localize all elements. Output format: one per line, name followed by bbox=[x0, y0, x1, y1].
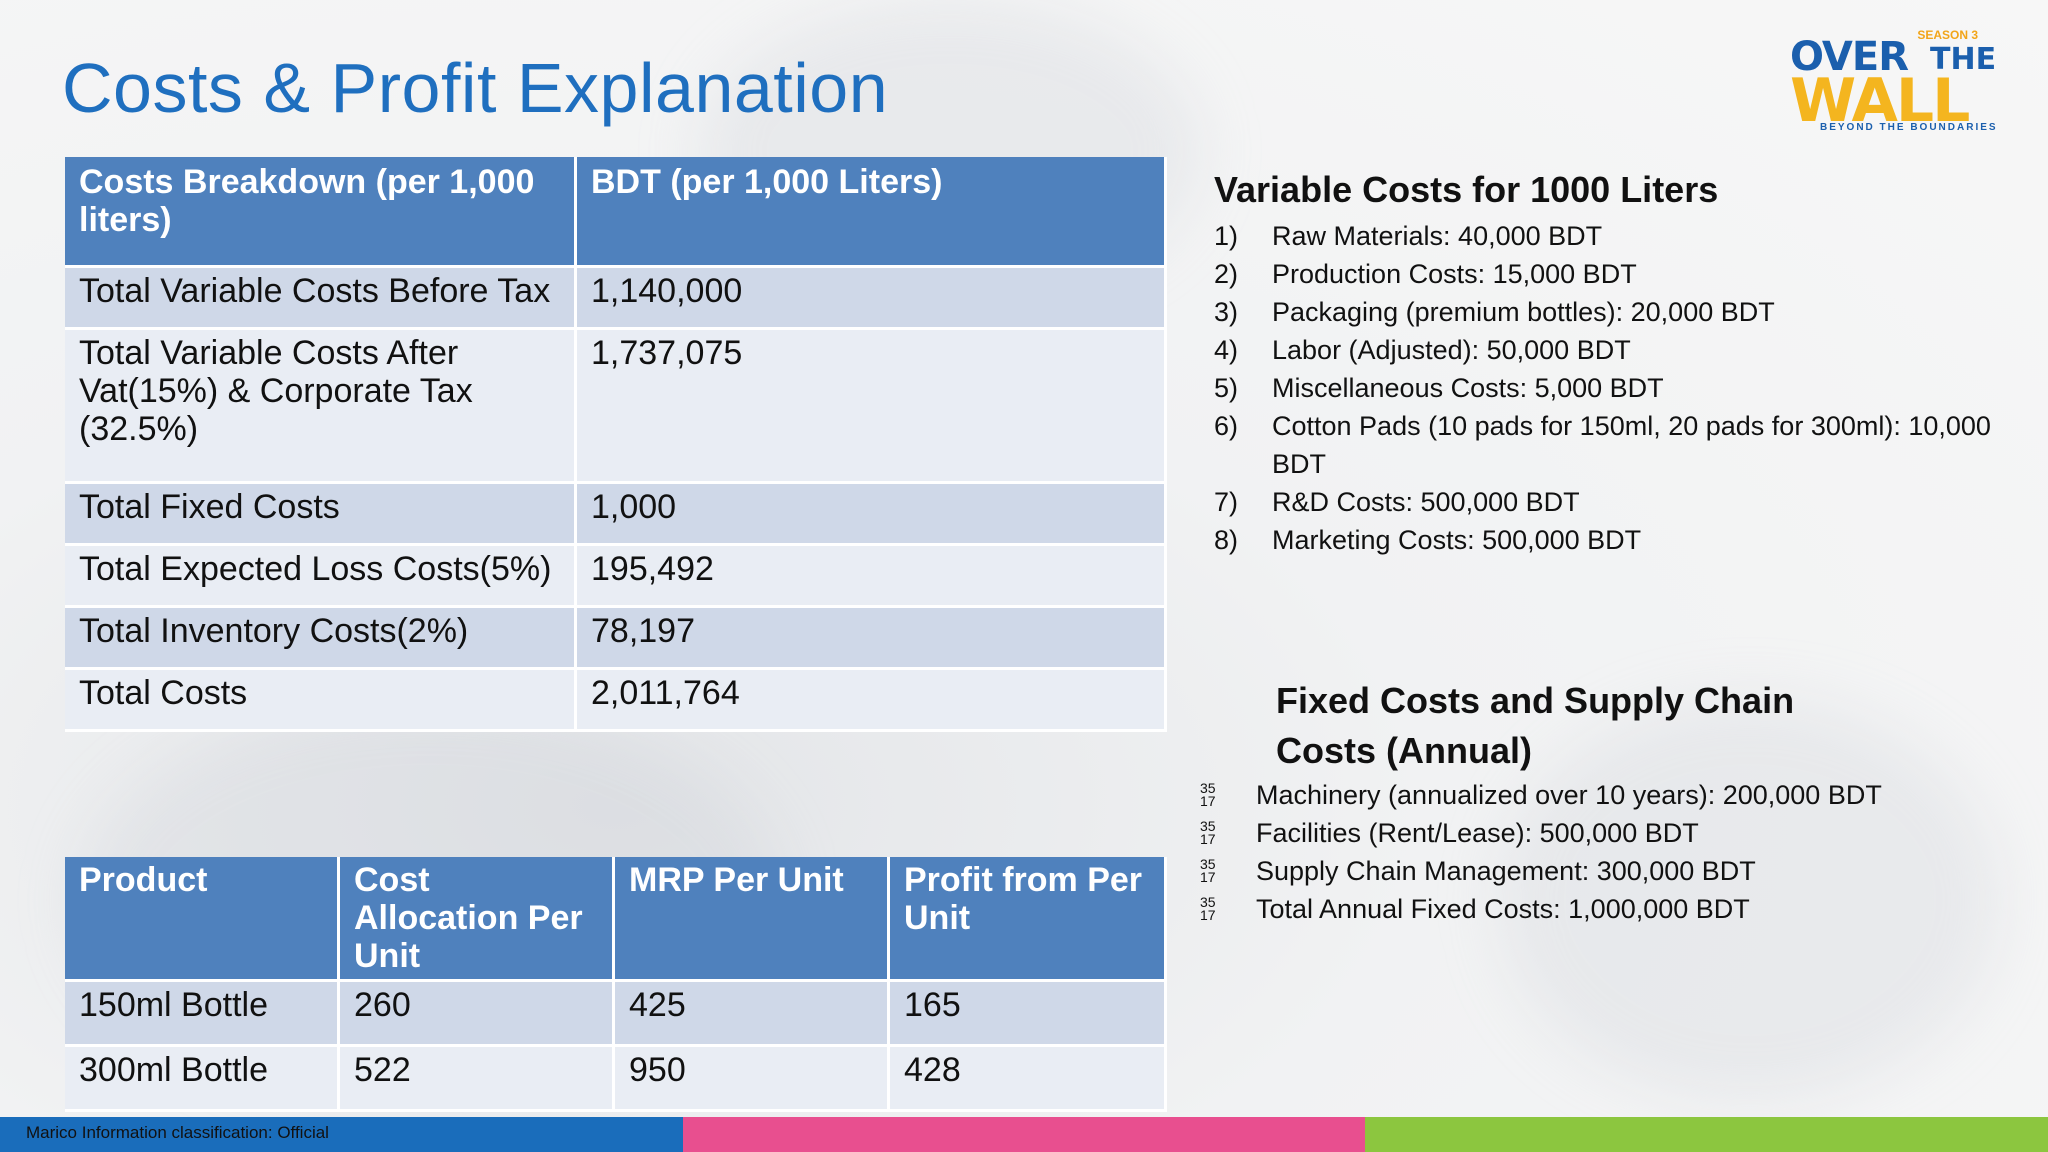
table-cell: Total Costs bbox=[65, 670, 577, 732]
item-number: 2) bbox=[1214, 258, 1239, 289]
list-item: 3) Packaging (premium bottles): 20,000 BD… bbox=[1214, 293, 2014, 331]
item-text: Packaging (premium bottles): 20,000 BDT bbox=[1272, 296, 1775, 327]
table-row: Total Variable Costs Before Tax 1,140,00… bbox=[65, 268, 1167, 330]
list-item: 5) Miscellaneous Costs: 5,000 BDT bbox=[1214, 369, 2014, 407]
footer-bar bbox=[0, 1117, 2048, 1152]
table-cell: 300ml Bottle bbox=[65, 1047, 340, 1113]
item-text: Marketing Costs: 500,000 BDT bbox=[1272, 524, 1642, 555]
item-text: R&D Costs: 500,000 BDT bbox=[1272, 486, 1580, 517]
table-cell: 150ml Bottle bbox=[65, 982, 340, 1048]
table-cell: Total Variable Costs After Vat(15%) & Co… bbox=[65, 330, 577, 484]
logo-season: SEASON 3 bbox=[1917, 28, 1978, 42]
footer-segment-green bbox=[1365, 1117, 2048, 1152]
table-cell: 522 bbox=[340, 1047, 615, 1113]
table-header-row: Product Cost Allocation Per Unit MRP Per… bbox=[65, 857, 1167, 983]
list-item: 6) Cotton Pads (10 pads for 150ml, 20 pad… bbox=[1214, 407, 2014, 483]
table-cell: Total Variable Costs Before Tax bbox=[65, 268, 577, 330]
table-cell: Total Inventory Costs(2%) bbox=[65, 608, 577, 670]
footer-segment-pink bbox=[682, 1117, 1366, 1152]
header-cell: MRP Per Unit bbox=[615, 857, 890, 983]
footer-segment-blue bbox=[0, 1117, 683, 1152]
logo-tagline: BEYOND THE BOUNDARIES bbox=[1820, 122, 1998, 133]
table-cell: 428 bbox=[890, 1047, 1167, 1113]
header-cell: Costs Breakdown (per 1,000 liters) bbox=[65, 157, 577, 268]
bullet-icon: 35 17 bbox=[1200, 818, 1216, 847]
table-row: Total Fixed Costs 1,000 bbox=[65, 484, 1167, 546]
list-item: 8) Marketing Costs: 500,000 BDT bbox=[1214, 521, 2014, 559]
table-row: Total Variable Costs After Vat(15%) & Co… bbox=[65, 330, 1167, 484]
logo-over: OVER bbox=[1790, 34, 1909, 80]
bullet-icon: 35 17 bbox=[1200, 856, 1216, 885]
page-title: Costs & Profit Explanation bbox=[62, 49, 889, 127]
bullet-icon: 35 17 bbox=[1200, 780, 1216, 809]
table-cell: 1,000 bbox=[577, 484, 1167, 546]
table-row: 150ml Bottle 260 425 165 bbox=[65, 982, 1167, 1048]
header-cell: Product bbox=[65, 857, 340, 983]
item-text: Miscellaneous Costs: 5,000 BDT bbox=[1272, 372, 1664, 403]
item-number: 5) bbox=[1214, 372, 1239, 403]
list-item: 35 17 Total Annual Fixed Costs: 1,000,000 … bbox=[1198, 890, 1898, 928]
variable-costs-panel: Variable Costs for 1000 Liters 1) Raw Mat… bbox=[1214, 166, 2014, 559]
item-text: Facilities (Rent/Lease): 500,000 BDT bbox=[1256, 818, 1699, 848]
table-row: Total Inventory Costs(2%) 78,197 bbox=[65, 608, 1167, 670]
item-number: 4) bbox=[1214, 334, 1239, 365]
logo-the: THE bbox=[1930, 42, 1997, 77]
fixed-costs-panel: Fixed Costs and Supply Chain Costs (Annu… bbox=[1198, 676, 1898, 928]
bullet-icon: 35 17 bbox=[1200, 894, 1216, 923]
logo-wall: WALL bbox=[1790, 66, 1970, 136]
list-item: 2) Production Costs: 15,000 BDT bbox=[1214, 255, 2014, 293]
header-cell: Cost Allocation Per Unit bbox=[340, 857, 615, 983]
table-cell: 1,737,075 bbox=[577, 330, 1167, 484]
table-header-row: Costs Breakdown (per 1,000 liters) BDT (… bbox=[65, 157, 1167, 268]
table-cell: 165 bbox=[890, 982, 1167, 1048]
list-item: 35 17 Facilities (Rent/Lease): 500,000 BDT bbox=[1198, 814, 1898, 852]
list-item: 35 17 Supply Chain Management: 300,000 BDT bbox=[1198, 852, 1898, 890]
variable-costs-heading: Variable Costs for 1000 Liters bbox=[1214, 169, 1719, 210]
item-number: 8) bbox=[1214, 524, 1239, 555]
item-text: Labor (Adjusted): 50,000 BDT bbox=[1272, 334, 1631, 365]
item-number: 6) bbox=[1214, 410, 1239, 441]
table-cell: Total Expected Loss Costs(5%) bbox=[65, 546, 577, 608]
variable-costs-list: 1) Raw Materials: 40,000 BDT 2) Production… bbox=[1214, 217, 2014, 559]
fixed-costs-list: 35 17 Machinery (annualized over 10 years)… bbox=[1198, 776, 1898, 928]
table-cell: Total Fixed Costs bbox=[65, 484, 577, 546]
header-cell: BDT (per 1,000 Liters) bbox=[577, 157, 1167, 268]
item-text: Production Costs: 15,000 BDT bbox=[1272, 258, 1637, 289]
item-number: 1) bbox=[1214, 220, 1239, 251]
table-row: Total Expected Loss Costs(5%) 195,492 bbox=[65, 546, 1167, 608]
list-item: 4) Labor (Adjusted): 50,000 BDT bbox=[1214, 331, 2014, 369]
list-item: 7) R&D Costs: 500,000 BDT bbox=[1214, 483, 2014, 521]
table-cell: 2,011,764 bbox=[577, 670, 1167, 732]
over-the-wall-logo: SEASON 3 OVER THE WALL BEYOND THE BOUNDA… bbox=[1788, 26, 2018, 136]
table-cell: 195,492 bbox=[577, 546, 1167, 608]
table-cell: 260 bbox=[340, 982, 615, 1048]
classification-label: Marico Information classification: Offic… bbox=[26, 1123, 329, 1142]
table-cell: 425 bbox=[615, 982, 890, 1048]
table-cell: 78,197 bbox=[577, 608, 1167, 670]
item-text: Raw Materials: 40,000 BDT bbox=[1272, 220, 1603, 251]
item-text: Supply Chain Management: 300,000 BDT bbox=[1256, 856, 1756, 886]
costs-breakdown-table: Costs Breakdown (per 1,000 liters) BDT (… bbox=[65, 157, 1167, 732]
item-text: Cotton Pads (10 pads for 150ml, 20 pads … bbox=[1272, 410, 1991, 479]
header-cell: Profit from Per Unit bbox=[890, 857, 1167, 983]
fixed-costs-heading: Fixed Costs and Supply Chain Costs (Annu… bbox=[1276, 680, 1795, 771]
list-item: 35 17 Machinery (annualized over 10 years)… bbox=[1198, 776, 1898, 814]
table-row: 300ml Bottle 522 950 428 bbox=[65, 1047, 1167, 1113]
list-item: 1) Raw Materials: 40,000 BDT bbox=[1214, 217, 2014, 255]
item-number: 3) bbox=[1214, 296, 1239, 327]
table-cell: 950 bbox=[615, 1047, 890, 1113]
table-cell: 1,140,000 bbox=[577, 268, 1167, 330]
item-text: Total Annual Fixed Costs: 1,000,000 BDT bbox=[1256, 894, 1750, 924]
item-number: 7) bbox=[1214, 486, 1239, 517]
table-row: Total Costs 2,011,764 bbox=[65, 670, 1167, 732]
product-profit-table: Product Cost Allocation Per Unit MRP Per… bbox=[65, 857, 1167, 1113]
item-text: Machinery (annualized over 10 years): 20… bbox=[1256, 780, 1882, 810]
